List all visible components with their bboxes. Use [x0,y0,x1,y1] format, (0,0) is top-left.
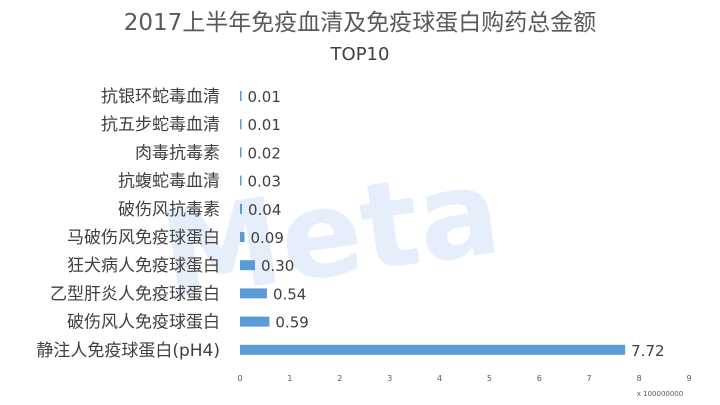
bar [240,316,270,327]
x-tick-label: 8 [637,374,642,383]
data-label: 0.04 [248,201,281,219]
category-label: 抗五步蛇毒血清 [101,115,220,135]
bars [240,91,626,355]
x-tick-label: 1 [287,374,292,383]
category-label: 马破伤风免疫球蛋白 [67,228,220,248]
category-label: 狂犬病人免疫球蛋白 [67,256,220,276]
bar [240,203,242,214]
data-label: 0.59 [275,314,308,332]
category-label: 破伤风人免疫球蛋白 [67,313,220,333]
category-label: 破伤风抗毒素 [118,200,220,220]
x-tick-label: 5 [487,374,492,383]
data-label: 7.72 [631,342,664,360]
category-labels: 抗银环蛇毒血清抗五步蛇毒血清肉毒抗毒素抗蝮蛇毒血清破伤风抗毒素马破伤风免疫球蛋白… [36,87,220,361]
x-tick-label: 2 [337,374,342,383]
x-tick-label: 6 [537,374,542,383]
data-label: 0.01 [248,88,281,106]
bar [240,288,267,299]
bar [240,260,255,271]
data-label: 0.30 [261,257,294,275]
data-label: 0.03 [248,173,281,191]
data-label: 0.02 [248,144,281,162]
data-label: 0.54 [273,285,306,303]
bar [240,91,242,101]
bar [240,147,242,158]
x-tick-label: 4 [437,374,442,383]
x-tick-label: 9 [686,374,691,383]
x-axis-ticks: 0 1 2 3 4 5 6 7 8 9 [237,374,691,383]
category-label: 肉毒抗毒素 [135,143,220,163]
x-tick-label: 3 [387,374,392,383]
category-label: 静注人免疫球蛋白(pH4) [36,341,220,361]
x-tick-label: 0 [237,374,242,383]
chart-subtitle: TOP10 [330,44,390,65]
category-label: 乙型肝炎人免疫球蛋白 [50,284,220,304]
bar [240,232,245,242]
category-label: 抗银环蛇毒血清 [101,87,220,107]
x-tick-label: 7 [587,374,592,383]
bar [240,344,626,355]
chart-title: 2017上半年免疫血清及免疫球蛋白购药总金额 [124,10,597,36]
value-labels: 0.01 0.01 0.02 0.03 0.04 0.09 0.30 0.54 0.59 7.72 [248,88,665,360]
category-label: 抗蝮蛇毒血清 [118,172,220,192]
bar [240,119,242,130]
bar [240,175,242,186]
x-axis-unit: x 100000000 [637,390,683,398]
data-label: 0.09 [250,229,283,247]
data-label: 0.01 [248,116,281,134]
